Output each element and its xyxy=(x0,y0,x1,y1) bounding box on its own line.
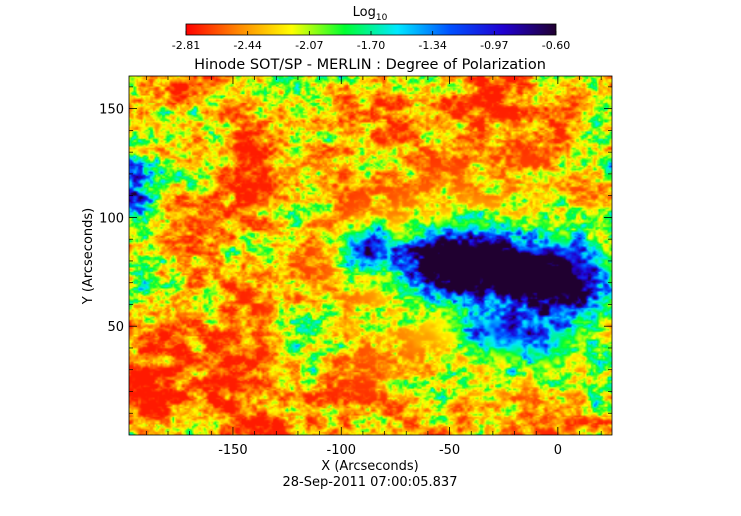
colorbar-ticks: -2.81 -2.44 -2.07 -1.70 -1.34 -0.97 -0.60 xyxy=(172,31,570,52)
y-tick-label: 50 xyxy=(107,320,124,335)
x-axis-label: X (Arcseconds) xyxy=(321,459,418,474)
colorbar-tick-label: -0.97 xyxy=(480,39,508,52)
colorbar-tick-label: -2.07 xyxy=(295,39,323,52)
colorbar-tick-label: -0.60 xyxy=(542,39,570,52)
y-axis-label: Y (Arcseconds) xyxy=(81,208,96,305)
colorbar-title: Log10 xyxy=(353,5,388,23)
y-tick-label: 100 xyxy=(99,211,124,226)
heatmap-image xyxy=(129,76,612,435)
plot-area: -150 -100 -50 0 50 100 150 xyxy=(99,75,613,458)
colorbar-tick-label: -1.34 xyxy=(418,39,446,52)
x-tick-label: 0 xyxy=(554,443,562,458)
plot-frame xyxy=(128,75,613,436)
timestamp: 28-Sep-2011 07:00:05.837 xyxy=(283,475,458,490)
x-tick-label: -100 xyxy=(327,443,357,458)
colorbar-tick-label: -2.44 xyxy=(233,39,261,52)
colorbar: Log10 -2.81 -2.44 -2.07 -1.70 -1.34 -0.97 -0.6… xyxy=(172,5,570,52)
axis-ticks: -150 -100 -50 0 50 100 150 xyxy=(99,76,612,458)
x-tick-label: -50 xyxy=(439,443,460,458)
colorbar-title-subscript: 10 xyxy=(376,13,388,23)
chart-title: Hinode SOT/SP - MERLIN : Degree of Polar… xyxy=(194,57,546,73)
colorbar-tick-label: -1.70 xyxy=(357,39,385,52)
x-tick-label: -150 xyxy=(218,443,248,458)
y-tick-label: 150 xyxy=(99,103,124,118)
colorbar-tick-label: -2.81 xyxy=(172,39,200,52)
